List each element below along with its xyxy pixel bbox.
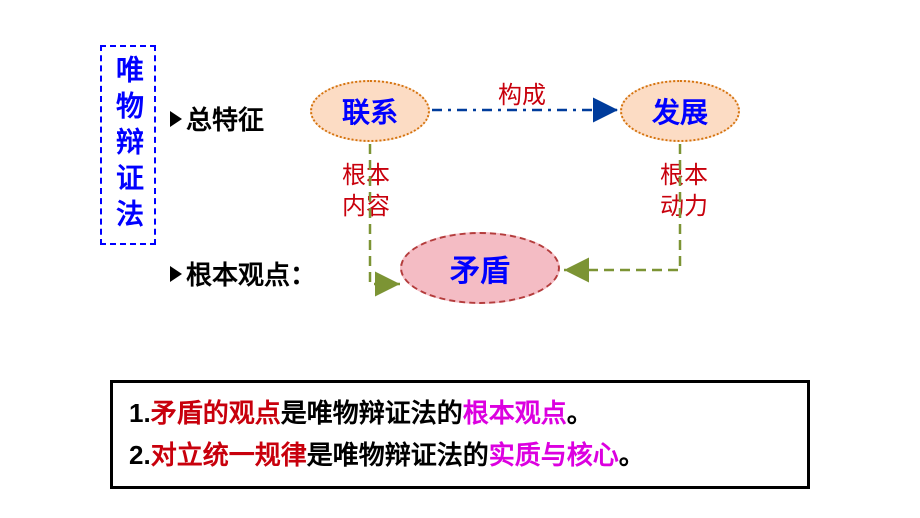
edge-constitute-text: 构成: [498, 82, 546, 109]
summary-segment: 实质与核心: [489, 440, 619, 470]
title-text: 唯物辩证法: [113, 55, 144, 235]
summary-segment: 矛盾的观点: [151, 398, 281, 428]
edge-root-power-l2: 动力: [660, 191, 708, 222]
summary-box: 1.矛盾的观点是唯物辩证法的根本观点。 2.对立统一规律是唯物辩证法的实质与核心…: [110, 380, 810, 489]
chevron-right-icon: [170, 266, 182, 282]
summary-line-1: 1.矛盾的观点是唯物辩证法的根本观点。: [129, 393, 791, 435]
edge-root-power-l1: 根本: [660, 160, 708, 191]
node-connection: 联系: [310, 80, 430, 142]
summary-segment: 。: [567, 398, 593, 428]
node-development: 发展: [620, 80, 740, 142]
row2-text: 根本观点：: [186, 255, 316, 292]
edge-root-content-label: 根本 内容: [342, 160, 390, 222]
node-connection-text: 联系: [342, 91, 398, 131]
row1-label: 总特征: [170, 100, 264, 137]
node-development-text: 发展: [652, 91, 708, 131]
node-contradiction: 矛盾: [400, 232, 560, 304]
summary-segment: 是唯物辩证法的: [281, 398, 463, 428]
summary-segment: 2.: [129, 440, 151, 470]
row1-text: 总特征: [186, 100, 264, 137]
row2-label: 根本观点：: [170, 255, 316, 292]
summary-segment: 对立统一规律: [151, 440, 307, 470]
summary-line-2: 2.对立统一规律是唯物辩证法的实质与核心。: [129, 435, 791, 477]
summary-segment: 根本观点: [463, 398, 567, 428]
summary-segment: 。: [619, 440, 645, 470]
chevron-right-icon: [170, 111, 182, 127]
edge-root-content-l1: 根本: [342, 160, 390, 191]
summary-segment: 1.: [129, 398, 151, 428]
title-box: 唯物辩证法: [100, 45, 156, 245]
node-contradiction-text: 矛盾: [450, 246, 510, 290]
edge-constitute-label: 构成: [498, 80, 546, 111]
edge-root-content-l2: 内容: [342, 191, 390, 222]
edge-root-power-label: 根本 动力: [660, 160, 708, 222]
summary-segment: 是唯物辩证法的: [307, 440, 489, 470]
